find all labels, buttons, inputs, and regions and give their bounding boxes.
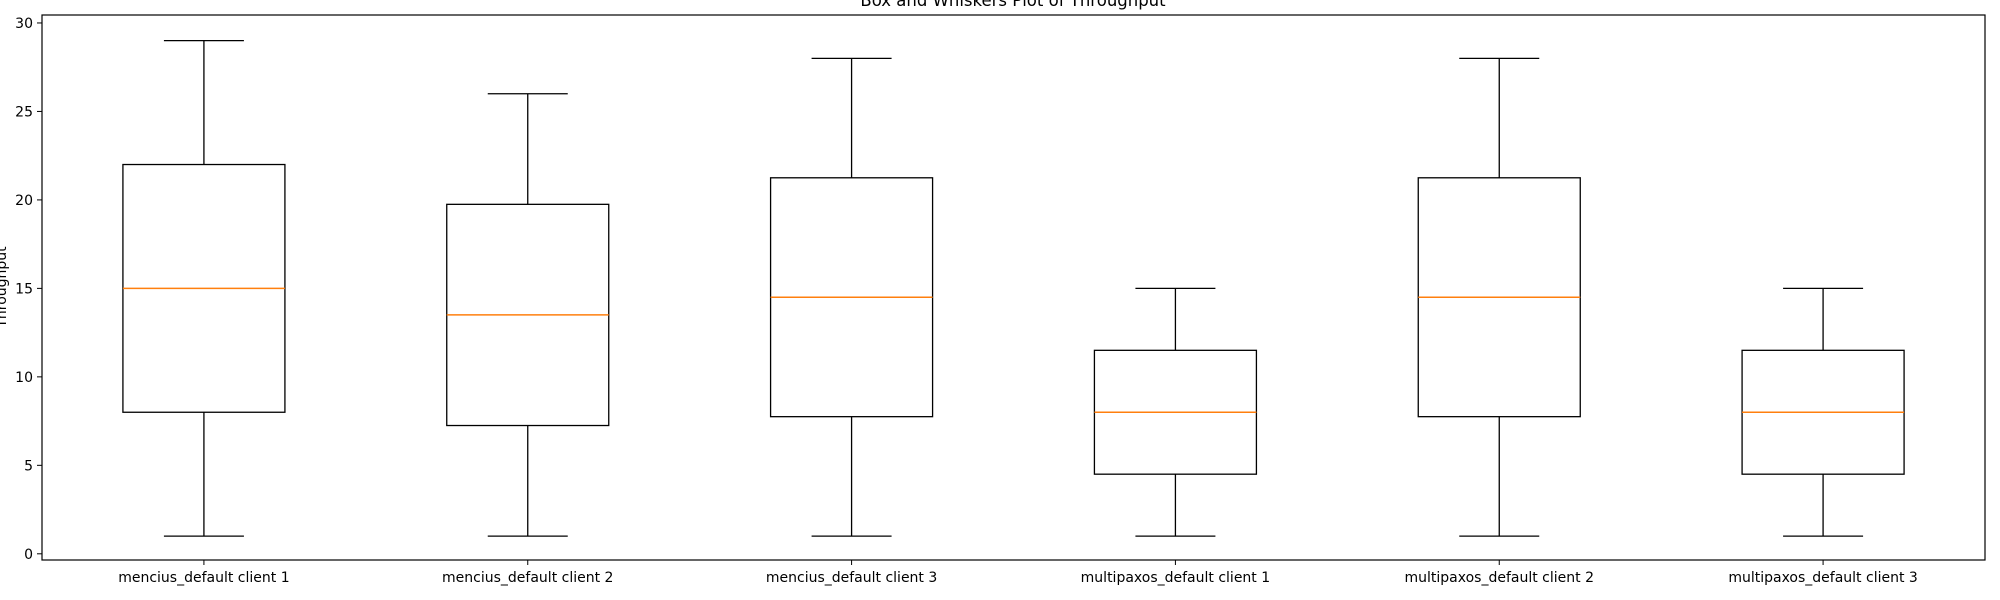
x-tick-label-2: mencius_default client 2: [442, 570, 613, 586]
y-tick-label-25: 25: [15, 104, 33, 120]
y-tick-label-15: 15: [15, 281, 33, 297]
y-tick-label-10: 10: [15, 370, 33, 386]
x-tick-label-6: multipaxos_default client 3: [1728, 570, 1917, 586]
x-tick-label-3: mencius_default client 3: [766, 570, 937, 586]
x-tick-label-4: multipaxos_default client 1: [1081, 570, 1270, 586]
y-tick-label-30: 30: [15, 16, 33, 32]
y-tick-label-20: 20: [15, 193, 33, 209]
x-tick-label-1: mencius_default client 1: [118, 570, 289, 586]
y-axis-label: Throughput: [0, 246, 10, 329]
y-tick-label-5: 5: [24, 458, 33, 474]
chart-title: Box and Whiskers Plot of Throughput: [860, 0, 1166, 10]
y-tick-label-0: 0: [24, 547, 33, 563]
plot-frame: [42, 15, 1985, 560]
x-tick-label-5: multipaxos_default client 2: [1405, 570, 1594, 586]
plot-area: 0 5 10 15 20 25 30 mencius_default client 1 menc…: [15, 16, 1918, 586]
